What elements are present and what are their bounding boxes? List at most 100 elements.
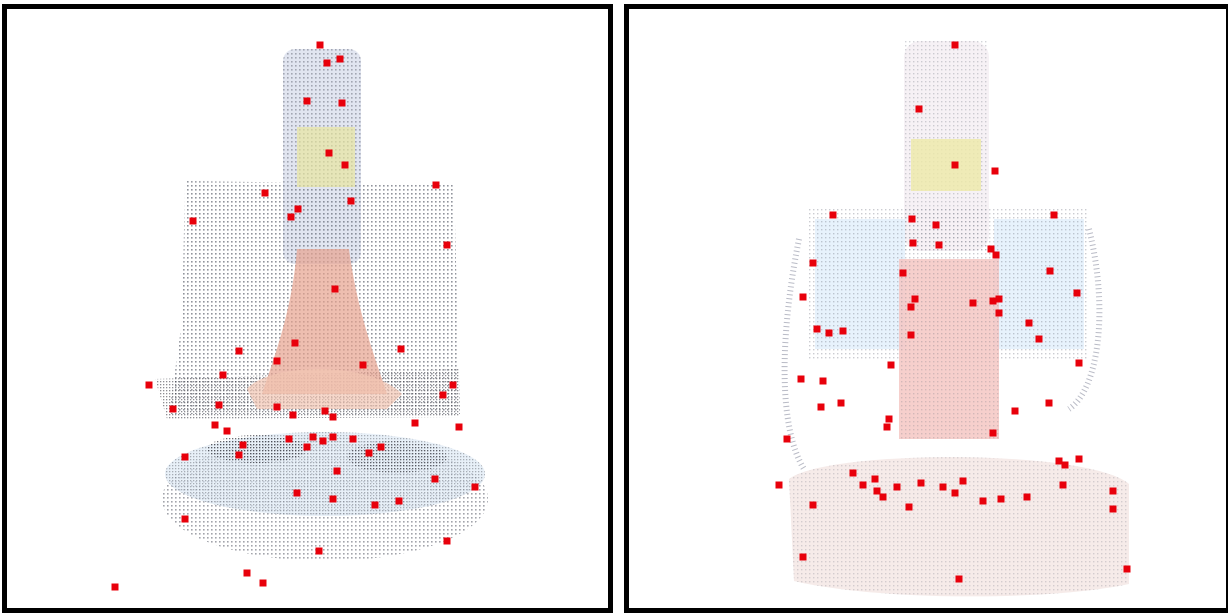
keypoint-marker [885, 415, 893, 423]
keypoint-marker [887, 361, 895, 369]
keypoint-marker [443, 537, 451, 545]
keypoint-marker [893, 483, 901, 491]
keypoint-marker [939, 483, 947, 491]
keypoint-marker [319, 437, 327, 445]
keypoint-marker [371, 501, 379, 509]
keypoint-marker [329, 433, 337, 441]
keypoint-marker [979, 497, 987, 505]
keypoint-marker [1059, 481, 1067, 489]
keypoint-marker [439, 391, 447, 399]
keypoint-marker [347, 197, 355, 205]
keypoint-marker [995, 309, 1003, 317]
cloud-neck-yellow [297, 127, 355, 187]
keypoint-marker [959, 477, 967, 485]
keypoint-marker [455, 423, 463, 431]
keypoint-marker [289, 411, 297, 419]
keypoint-marker [341, 161, 349, 169]
keypoint-marker [955, 575, 963, 583]
keypoint-marker [987, 245, 995, 253]
keypoint-marker [783, 435, 791, 443]
keypoint-marker [395, 497, 403, 505]
keypoint-marker [449, 381, 457, 389]
keypoint-marker [899, 269, 907, 277]
keypoint-marker [261, 189, 269, 197]
keypoint-marker [859, 481, 867, 489]
keypoint-marker [1073, 289, 1081, 297]
keypoint-marker [377, 443, 385, 451]
keypoint-marker [1023, 493, 1031, 501]
keypoint-marker [799, 553, 807, 561]
right-point-cloud-view [624, 4, 1228, 613]
keypoint-marker [883, 423, 891, 431]
keypoint-marker [1050, 211, 1058, 219]
keypoint-marker [1025, 319, 1033, 327]
keypoint-marker [273, 357, 281, 365]
keypoint-marker [825, 329, 833, 337]
keypoint-marker [329, 413, 337, 421]
keypoint-marker [215, 401, 223, 409]
right-point-cloud-image [775, 41, 1131, 597]
left-point-cloud-view [2, 4, 613, 613]
keypoint-marker [837, 399, 845, 407]
keypoint-marker [1123, 565, 1131, 573]
keypoint-marker [293, 489, 301, 497]
keypoint-marker [829, 211, 837, 219]
keypoint-marker [223, 427, 231, 435]
keypoint-marker [989, 297, 997, 305]
cloud-neck-yellow [911, 139, 981, 191]
keypoint-marker [397, 345, 405, 353]
keypoint-marker [471, 483, 479, 491]
keypoint-marker [323, 59, 331, 67]
keypoint-marker [1045, 399, 1053, 407]
keypoint-marker [349, 435, 357, 443]
keypoint-marker [411, 419, 419, 427]
keypoint-marker [235, 347, 243, 355]
keypoint-marker [432, 181, 440, 189]
keypoint-marker [431, 475, 439, 483]
keypoint-marker [797, 375, 805, 383]
keypoint-marker [111, 583, 119, 591]
keypoint-marker [809, 501, 817, 509]
cloud-vase-foot [247, 369, 402, 409]
keypoint-marker [991, 167, 999, 175]
keypoint-marker [813, 325, 821, 333]
right-keypoints [775, 41, 1131, 583]
keypoint-marker [907, 331, 915, 339]
keypoint-marker [969, 299, 977, 307]
keypoint-marker [365, 449, 373, 457]
keypoint-marker [989, 429, 997, 437]
keypoint-marker [839, 327, 847, 335]
keypoint-marker [909, 239, 917, 247]
left-keypoints [111, 41, 479, 591]
keypoint-marker [1075, 359, 1083, 367]
keypoint-marker [871, 475, 879, 483]
keypoint-marker [181, 515, 189, 523]
keypoint-marker [315, 547, 323, 555]
keypoint-marker [359, 361, 367, 369]
keypoint-marker [908, 215, 916, 223]
keypoint-marker [817, 403, 825, 411]
keypoint-marker [291, 339, 299, 347]
keypoint-marker [775, 481, 783, 489]
keypoint-marker [321, 407, 329, 415]
keypoint-marker [309, 433, 317, 441]
keypoint-marker [235, 451, 243, 459]
keypoint-marker [907, 303, 915, 311]
keypoint-marker [303, 443, 311, 451]
keypoint-marker [1061, 461, 1069, 469]
keypoint-marker [243, 569, 251, 577]
keypoint-marker [331, 285, 339, 293]
keypoint-marker [905, 503, 913, 511]
keypoint-marker [169, 405, 177, 413]
keypoint-marker [995, 295, 1003, 303]
keypoint-marker [1075, 455, 1083, 463]
keypoint-marker [189, 217, 197, 225]
keypoint-marker [443, 241, 451, 249]
keypoint-marker [316, 41, 324, 49]
keypoint-marker [1109, 487, 1117, 495]
keypoint-marker [219, 371, 227, 379]
keypoint-marker [333, 467, 341, 475]
keypoint-marker [1055, 457, 1063, 465]
keypoint-marker [1035, 335, 1043, 343]
keypoint-marker [951, 489, 959, 497]
